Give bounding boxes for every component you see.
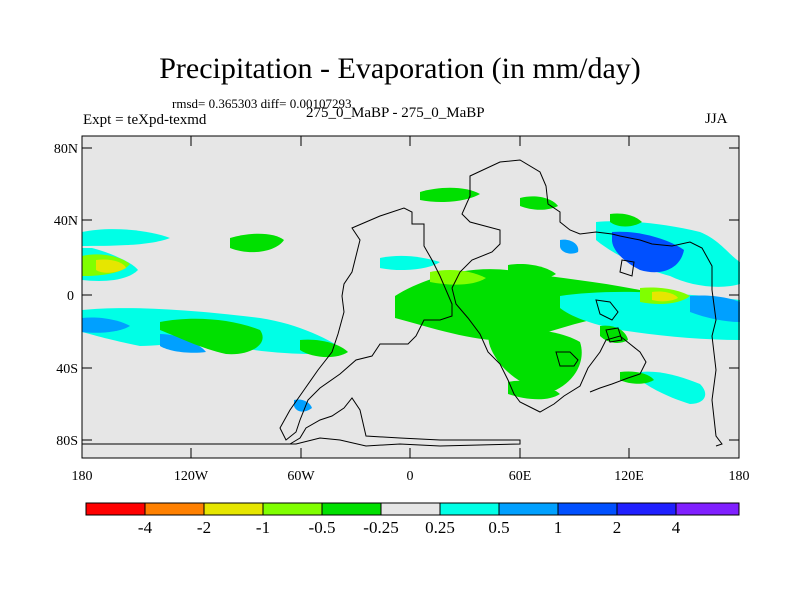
lat-label: 80S: [56, 434, 78, 449]
coastline: [619, 259, 635, 277]
lon-label: 60E: [509, 469, 532, 484]
colorbar-label: 4: [671, 518, 681, 537]
colorbar-box: [321, 502, 382, 516]
field-region: [420, 187, 480, 202]
experiment-label: Expt = teXpd-texmd: [83, 112, 207, 128]
lon-label: 0: [407, 469, 414, 484]
lat-label: 40N: [54, 214, 78, 229]
colorbar-label: -4: [137, 518, 153, 537]
field-region: [96, 259, 126, 273]
colorbar-label: 0.5: [488, 518, 510, 537]
colorbar: [85, 502, 740, 516]
colorbar-label: -0.5: [308, 518, 336, 537]
lon-label: 180: [729, 469, 750, 484]
field-region: [300, 339, 348, 358]
coastline: [451, 159, 723, 447]
plot-title: Precipitation - Evaporation (in mm/day): [159, 52, 641, 85]
field-region: [612, 231, 684, 273]
coastline: [595, 299, 619, 321]
coastline: [451, 287, 647, 413]
colorbar-box: [557, 502, 618, 516]
field-region: [508, 264, 556, 280]
lon-label: 120W: [174, 469, 209, 484]
lon-label: 120E: [614, 469, 644, 484]
field-region: [160, 318, 263, 355]
coastline: [605, 327, 623, 343]
anomaly-fields: [82, 187, 740, 412]
lon-ticks: [190, 136, 630, 458]
colorbar-label: 0.25: [425, 518, 455, 537]
field-region: [488, 328, 582, 391]
coastlines: [82, 159, 723, 447]
season-label: JJA: [705, 111, 728, 127]
colorbar-label: -1: [255, 518, 271, 537]
field-region: [160, 334, 206, 353]
coastline: [555, 351, 579, 367]
case-label: 275_0_MaBP - 275_0_MaBP: [306, 105, 485, 121]
field-region: [82, 229, 170, 246]
field-region: [430, 270, 486, 285]
field-region: [640, 371, 706, 404]
colorbar-box: [203, 502, 264, 516]
colorbar-box: [498, 502, 559, 516]
coastline: [82, 397, 521, 447]
colorbar-box: [439, 502, 500, 516]
lat-label: 80N: [54, 142, 78, 157]
field-region: [508, 380, 560, 400]
colorbar-box: [616, 502, 677, 516]
field-region: [380, 255, 440, 270]
field-region: [230, 233, 284, 253]
colorbar-box: [262, 502, 323, 516]
colorbar-box: [144, 502, 205, 516]
lon-label: 180: [72, 469, 93, 484]
colorbar-label: -0.25: [363, 518, 399, 537]
lat-label: 40S: [56, 362, 78, 377]
lat-label: 0: [67, 289, 74, 304]
colorbar-label: -2: [196, 518, 212, 537]
field-region: [395, 269, 640, 341]
field-region: [560, 239, 579, 254]
colorbar-box: [85, 502, 146, 516]
field-region: [520, 196, 558, 210]
colorbar-label: 1: [553, 518, 563, 537]
lon-label: 60W: [287, 469, 315, 484]
field-region: [652, 291, 678, 302]
stats-text: rmsd= 0.365303 diff= 0.00107293: [172, 96, 352, 111]
colorbar-box: [675, 502, 740, 516]
colorbar-label: 2: [612, 518, 622, 537]
field-region: [82, 317, 130, 333]
coastline: [279, 207, 453, 441]
colorbar-box: [380, 502, 441, 516]
field-region: [620, 371, 654, 384]
field-region: [610, 213, 642, 227]
lat-ticks: [82, 147, 739, 441]
